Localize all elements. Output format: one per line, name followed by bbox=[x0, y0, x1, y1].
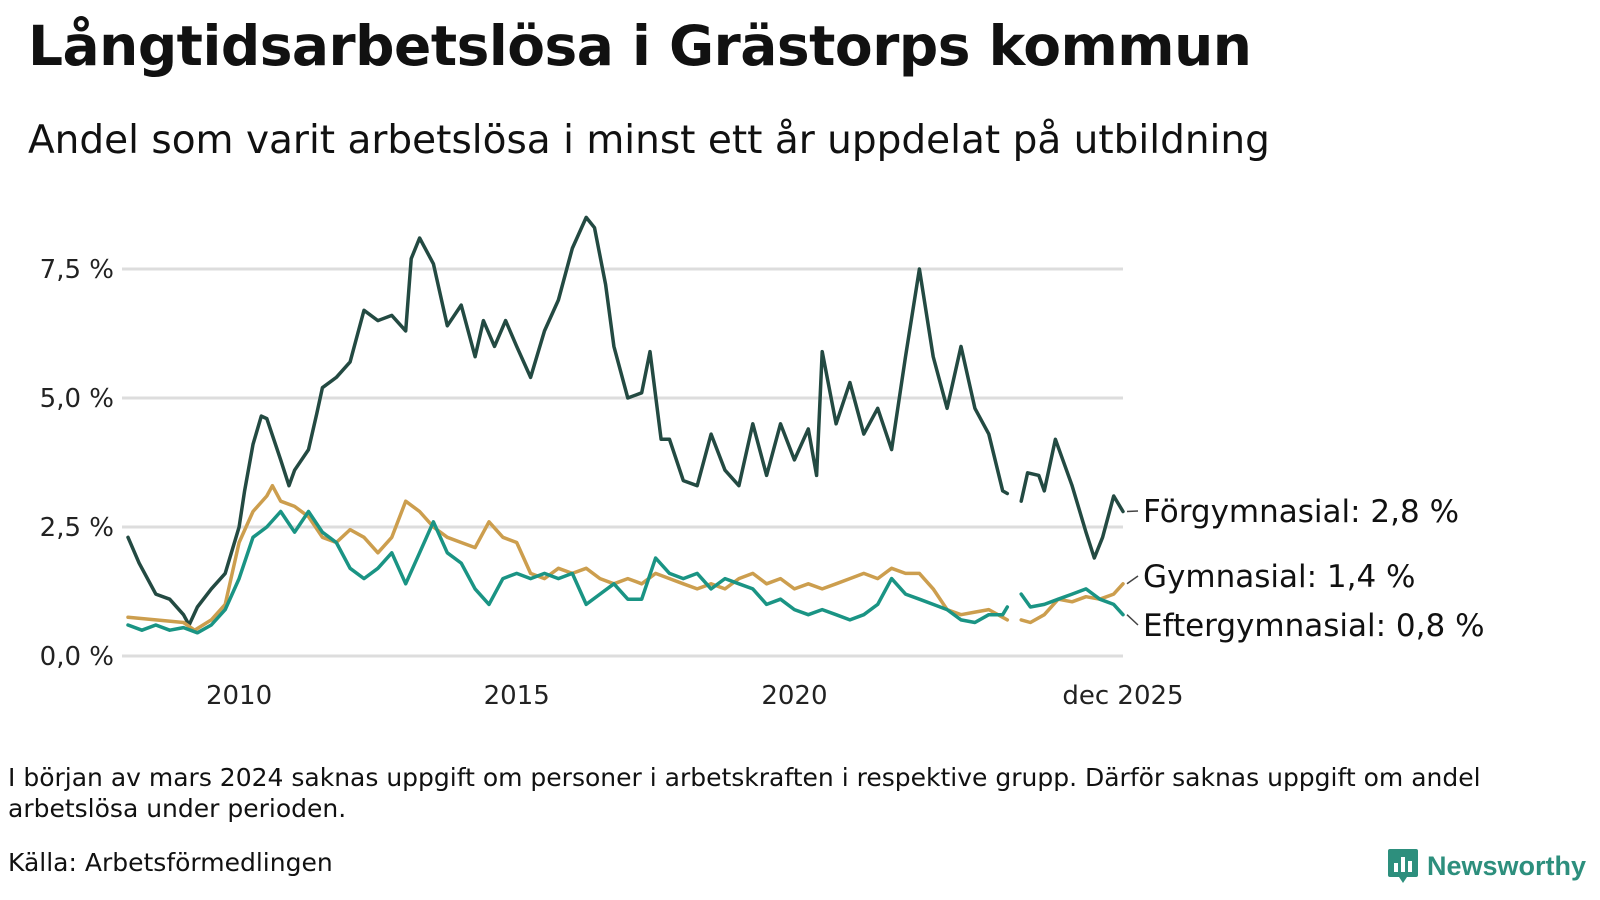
series-lines bbox=[126, 215, 1125, 635]
y-tick-label: 2,5 % bbox=[40, 513, 114, 543]
footnote: I början av mars 2024 saknas uppgift om … bbox=[8, 763, 1481, 823]
newsworthy-logo-icon bbox=[1387, 849, 1418, 883]
x-axis-ticks: 2010 2015 2020 dec 2025 bbox=[206, 681, 1184, 711]
leader-line bbox=[1126, 614, 1139, 626]
gridlines bbox=[122, 267, 1123, 658]
leader-line bbox=[1126, 510, 1139, 513]
end-label-eftergymnasial: Eftergymnasial: 0,8 % bbox=[1143, 608, 1485, 644]
end-labels: Förgymnasial: 2,8 % Gymnasial: 1,4 % Efter… bbox=[1126, 494, 1485, 644]
line-chart: 0,0 % 2,5 % 5,0 % 7,5 % 2010 2015 2020 dec 202… bbox=[40, 215, 1485, 711]
leader-line bbox=[1126, 575, 1139, 585]
x-tick-label: dec 2025 bbox=[1062, 681, 1183, 711]
newsworthy-logo: Newsworthy bbox=[1387, 848, 1586, 884]
y-tick-label: 5,0 % bbox=[40, 384, 114, 414]
end-label-förgymnasial: Förgymnasial: 2,8 % bbox=[1143, 494, 1459, 530]
chart-subtitle: Andel som varit arbetslösa i minst ett å… bbox=[28, 118, 1270, 163]
y-axis-ticks: 0,0 % 2,5 % 5,0 % 7,5 % bbox=[40, 255, 114, 672]
series-line-gymnasial bbox=[126, 483, 1125, 632]
brand-name: Newsworthy bbox=[1426, 850, 1586, 881]
x-tick-label: 2015 bbox=[484, 681, 550, 711]
x-tick-label: 2010 bbox=[206, 681, 272, 711]
end-label-gymnasial: Gymnasial: 1,4 % bbox=[1143, 559, 1416, 595]
series-line-förgymnasial bbox=[126, 215, 1125, 627]
y-tick-label: 0,0 % bbox=[40, 642, 114, 672]
y-tick-label: 7,5 % bbox=[40, 255, 114, 285]
x-tick-label: 2020 bbox=[761, 681, 827, 711]
series-line-eftergymnasial bbox=[126, 509, 1125, 635]
source-credit: Källa: Arbetsförmedlingen bbox=[8, 848, 333, 877]
chart-title: Långtidsarbetslösa i Grästorps kommun bbox=[28, 14, 1252, 78]
